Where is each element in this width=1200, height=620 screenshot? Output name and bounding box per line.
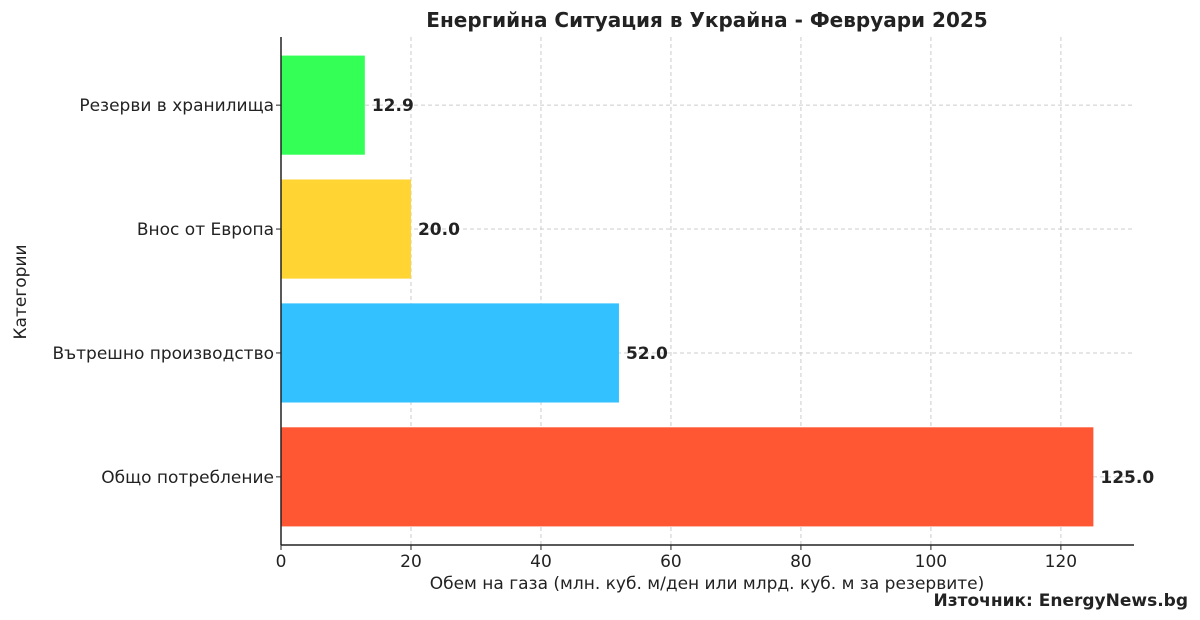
x-tick-label-0: 0 — [276, 552, 287, 572]
y-ticks: Общо потребление Вътрешно производство Вно… — [52, 96, 281, 488]
value-label-2: 20.0 — [418, 220, 460, 240]
bar-2 — [281, 179, 411, 279]
axes — [280, 37, 1134, 546]
value-labels: 125.0 52.0 20.0 12.9 — [372, 96, 1154, 488]
x-tick-label-4: 80 — [790, 552, 812, 572]
y-tick-label-1: Вътрешно производство — [52, 344, 274, 364]
source-label: Източник: EnergyNews.bg — [934, 591, 1188, 611]
value-label-3: 12.9 — [372, 96, 414, 116]
x-tick-label-6: 120 — [1045, 552, 1077, 572]
y-tick-label-0: Общо потребление — [101, 468, 274, 488]
x-tick-label-2: 40 — [530, 552, 552, 572]
value-label-1: 52.0 — [626, 344, 668, 364]
value-label-0: 125.0 — [1100, 468, 1154, 488]
x-tick-label-3: 60 — [660, 552, 682, 572]
chart-title: Енергийна Ситуация в Украйна - Февруари … — [426, 8, 987, 32]
bar-3 — [281, 55, 365, 155]
x-ticks: 0 20 40 60 80 100 120 — [276, 545, 1077, 572]
y-axis-label: Категории — [11, 244, 31, 339]
bar-0 — [281, 427, 1094, 527]
bars — [281, 55, 1094, 527]
grid — [280, 37, 1134, 545]
x-tick-label-5: 100 — [915, 552, 947, 572]
bar-1 — [281, 303, 619, 403]
x-axis-label: Обем на газа (млн. куб. м/ден или млрд. … — [430, 574, 985, 594]
y-tick-label-3: Резерви в хранилища — [79, 96, 274, 116]
x-tick-label-1: 20 — [400, 552, 422, 572]
y-tick-label-2: Внос от Европа — [137, 220, 274, 240]
